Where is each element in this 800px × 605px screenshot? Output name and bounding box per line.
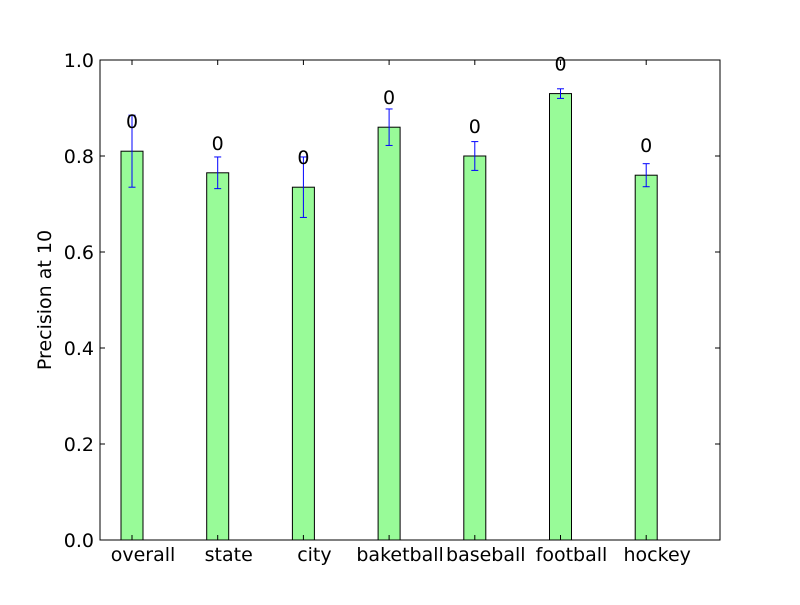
x-tick-label: overall xyxy=(111,544,176,566)
x-tick-label: baketball xyxy=(356,544,443,566)
data-label: 0 xyxy=(469,116,481,138)
y-tick-label: 1.0 xyxy=(64,50,94,72)
bar xyxy=(291,186,315,541)
x-tick-label: football xyxy=(536,544,608,566)
error-bars-layer xyxy=(128,88,650,218)
plot-frame xyxy=(99,59,721,541)
bar xyxy=(634,174,658,541)
x-tick-label: city xyxy=(297,544,331,566)
y-tick-label: 0.2 xyxy=(64,434,94,456)
ticks-layer: overall state city baketball baseball footbal… xyxy=(64,50,720,566)
x-tick-label: state xyxy=(205,544,253,566)
data-label: 0 xyxy=(297,147,309,169)
y-axis-label: Precision at 10 xyxy=(34,230,56,370)
bar xyxy=(206,172,230,541)
plot-area xyxy=(100,60,720,540)
bar xyxy=(463,155,487,541)
bar xyxy=(120,150,144,541)
y-tick-label: 0.8 xyxy=(64,146,94,168)
y-tick-label: 0.6 xyxy=(64,242,94,264)
bar xyxy=(377,126,401,541)
data-label: 0 xyxy=(126,111,138,133)
y-tick-label: 0.4 xyxy=(64,338,94,360)
bars-layer xyxy=(120,93,658,541)
data-labels-layer: 0 0 0 0 0 0 0 xyxy=(126,54,652,170)
data-label: 0 xyxy=(640,135,652,157)
x-tick-label: baseball xyxy=(446,544,526,566)
data-label: 0 xyxy=(383,87,395,109)
bar xyxy=(549,93,572,541)
x-tick-label: hockey xyxy=(624,544,691,566)
y-tick-label: 0.0 xyxy=(64,530,94,552)
data-label: 0 xyxy=(554,54,566,76)
data-label: 0 xyxy=(212,133,224,155)
